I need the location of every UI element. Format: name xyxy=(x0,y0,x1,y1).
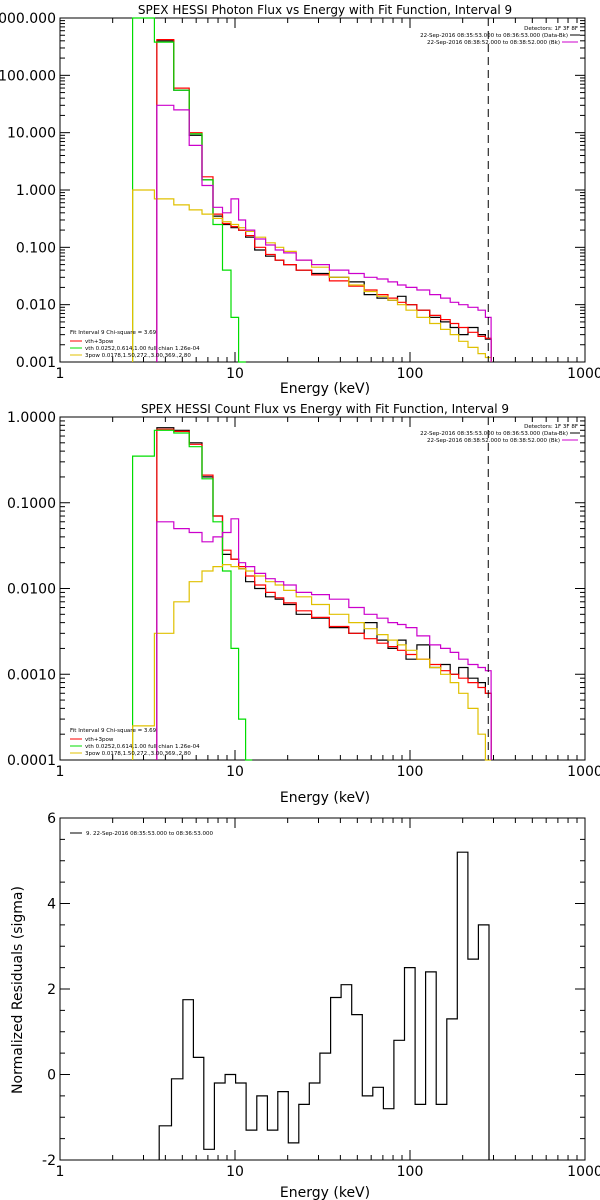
x-tick-label: 1000 xyxy=(567,1164,600,1180)
count-flux-title: SPEX HESSI Count Flux vs Energy with Fit… xyxy=(141,402,509,416)
photon-axis-ticks: 1 10 100 1000 0.001 0.010 0.100 1.000 10.000 100.… xyxy=(0,11,600,382)
count-vth-text: vth 0.0252,0.614,1.00 full chian 1.26e-0… xyxy=(85,744,200,750)
series-data-bk xyxy=(156,427,492,760)
count-info-left: Fit Interval 9 Chi-square = 3.69 vth+3po… xyxy=(70,728,200,757)
photon-data-interval-text: 22-Sep-2016 08:35:53.000 to 08:36:53.000… xyxy=(420,33,568,39)
x-tick-label: 10 xyxy=(226,366,244,382)
y-tick-label: 0.0100 xyxy=(7,582,56,598)
x-tick-label: 100 xyxy=(397,366,424,382)
photon-vth3pow-text: vth+3pow xyxy=(85,339,114,345)
y-tick-label: 0.100 xyxy=(16,240,56,256)
x-tick-label: 1000 xyxy=(567,764,600,780)
count-3pow-text: 3pow 0.0178,1.50,272.,3.00,369.,2.80 xyxy=(85,751,191,757)
y-tick-label: 0.0001 xyxy=(7,753,56,769)
count-flux-panel: SPEX HESSI Count Flux vs Energy with Fit… xyxy=(7,402,600,806)
y-tick-label: 0.1000 xyxy=(7,496,56,512)
x-tick-label: 10 xyxy=(226,1164,244,1180)
series-3pow xyxy=(132,189,492,362)
photon-info-right: Detectors: 1F 3F 8F 22-Sep-2016 08:35:53… xyxy=(420,26,580,46)
count-series-group xyxy=(132,427,492,761)
x-tick-label: 10 xyxy=(226,764,244,780)
y-tick-label: 1.0000 xyxy=(7,410,56,426)
photon-series-group xyxy=(132,17,492,363)
photon-vth-text: vth 0.0252,0.614,1.00 full chian 1.26e-0… xyxy=(85,346,200,352)
series-bk xyxy=(156,104,492,362)
x-tick-label: 1000 xyxy=(567,366,600,382)
photon-info-left: Fit Interval 9 Chi-square = 3.69 vth+3po… xyxy=(70,330,200,359)
series-bk xyxy=(156,518,492,760)
photon-detectors-text: Detectors: 1F 3F 8F xyxy=(524,26,578,32)
residuals-x-axis-label: Energy (keV) xyxy=(280,1185,370,1200)
count-detectors-text: Detectors: 1F 3F 8F xyxy=(524,424,578,430)
series-vth-3pow xyxy=(156,39,492,362)
y-tick-label: 1000.000 xyxy=(0,11,56,27)
y-tick-label: 0 xyxy=(47,1068,56,1084)
count-fit-interval-text: Fit Interval 9 Chi-square = 3.69 xyxy=(70,728,157,734)
photon-3pow-text: 3pow 0.0178,1.50,272.,3.00,369.,2.80 xyxy=(85,353,191,359)
x-tick-label: 100 xyxy=(397,1164,424,1180)
count-info-right: Detectors: 1F 3F 8F 22-Sep-2016 08:35:53… xyxy=(420,424,580,444)
y-tick-label: 100.000 xyxy=(0,68,56,84)
y-tick-label: -2 xyxy=(42,1153,56,1169)
y-tick-label: 0.0010 xyxy=(7,667,56,683)
count-x-axis-label: Energy (keV) xyxy=(280,790,370,806)
x-tick-label: 1 xyxy=(56,1164,65,1180)
x-tick-label: 100 xyxy=(397,764,424,780)
x-tick-label: 1 xyxy=(56,764,65,780)
residuals-series-group xyxy=(158,851,490,1160)
photon-x-axis-label: Energy (keV) xyxy=(280,381,370,397)
residuals-legend-text: 9. 22-Sep-2016 08:35:53.000 to 08:36:53.… xyxy=(86,831,213,837)
series-9-22-sep-2016-08-35-53-000-to-08-36-53-000 xyxy=(158,851,490,1160)
photon-bk-interval-text: 22-Sep-2016 08:38:52.000 to 08:38:52.000… xyxy=(427,40,560,46)
y-tick-label: 0.010 xyxy=(16,298,56,314)
count-vth3pow-text: vth+3pow xyxy=(85,737,114,743)
y-tick-label: 4 xyxy=(47,897,56,913)
y-tick-label: 10.000 xyxy=(7,126,56,142)
count-axis-ticks: 1 10 100 1000 0.0001 0.0010 0.0100 0.1000 1.0000 xyxy=(7,410,600,780)
count-data-interval-text: 22-Sep-2016 08:35:53.000 to 08:36:53.000… xyxy=(420,431,568,437)
residuals-y-axis-label: Normalized Residuals (sigma) xyxy=(10,886,26,1094)
photon-flux-panel: SPEX HESSI Photon Flux vs Energy with Fi… xyxy=(0,3,600,397)
count-plot-frame xyxy=(59,416,586,761)
residuals-panel: 1 10 100 1000 -2 0 2 4 6 Energy (keV) Normalized… xyxy=(10,811,600,1200)
y-tick-label: 2 xyxy=(47,982,56,998)
x-tick-label: 1 xyxy=(56,366,65,382)
series-3pow xyxy=(132,564,492,761)
photon-fit-interval-text: Fit Interval 9 Chi-square = 3.69 xyxy=(70,330,157,336)
y-tick-label: 6 xyxy=(47,811,56,827)
series-data-bk xyxy=(156,40,492,362)
y-tick-label: 0.001 xyxy=(16,355,56,371)
residuals-axis-ticks: 1 10 100 1000 -2 0 2 4 6 xyxy=(42,811,600,1180)
residuals-plot-frame xyxy=(59,817,586,1161)
photon-flux-title: SPEX HESSI Photon Flux vs Energy with Fi… xyxy=(138,3,512,17)
series-vth xyxy=(132,429,253,761)
y-tick-label: 1.000 xyxy=(16,183,56,199)
count-bk-interval-text: 22-Sep-2016 08:38:52.000 to 08:38:52.000… xyxy=(427,438,560,444)
